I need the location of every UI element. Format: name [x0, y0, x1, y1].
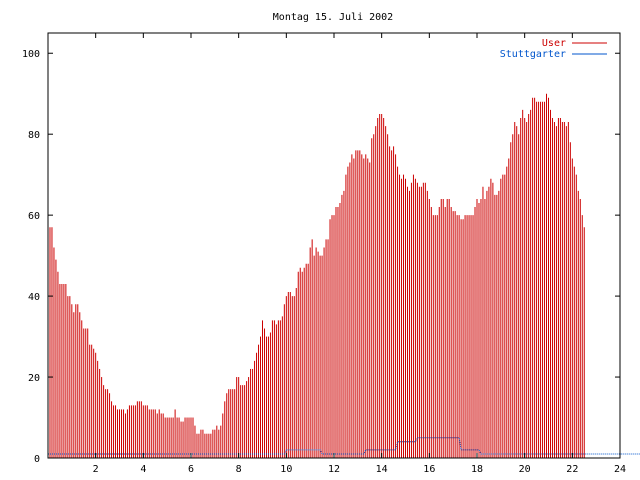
y-axis: 0 20 40 60 80 100 — [22, 49, 620, 465]
legend: User Stuttgarter — [500, 38, 607, 60]
x-tick-label: 20 — [519, 464, 531, 475]
y-tick-label: 20 — [28, 373, 40, 384]
x-tick-label: 6 — [188, 464, 194, 475]
x-tick-label: 22 — [566, 464, 578, 475]
y-tick-label: 40 — [28, 292, 40, 303]
x-tick-label: 24 — [614, 464, 626, 475]
x-tick-label: 4 — [140, 464, 146, 475]
x-tick-label: 12 — [328, 464, 340, 475]
x-tick-label: 10 — [280, 464, 292, 475]
legend-label-stuttgarter: Stuttgarter — [500, 49, 566, 60]
user-series-bars — [47, 93, 585, 458]
stuttgarter-series-line — [48, 437, 640, 455]
x-tick-label: 8 — [236, 464, 242, 475]
x-axis: 2 4 6 8 10 12 14 16 18 20 22 24 — [93, 33, 626, 475]
stuttgarter-line — [48, 437, 640, 455]
y-tick-label: 0 — [34, 454, 40, 465]
chart-title: Montag 15. Juli 2002 — [273, 12, 393, 23]
x-tick-label: 2 — [93, 464, 99, 475]
y-tick-label: 80 — [28, 130, 40, 141]
y-tick-label: 100 — [22, 49, 40, 60]
x-tick-label: 14 — [376, 464, 388, 475]
x-tick-label: 18 — [471, 464, 483, 475]
y-tick-label: 60 — [28, 211, 40, 222]
x-tick-label: 16 — [423, 464, 435, 475]
legend-label-user: User — [542, 38, 566, 49]
